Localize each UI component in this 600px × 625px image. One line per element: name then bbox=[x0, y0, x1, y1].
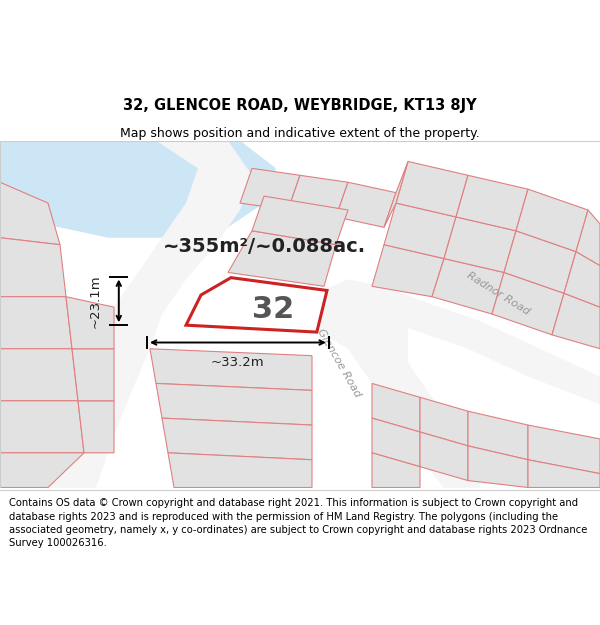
Text: Glencoe Road: Glencoe Road bbox=[316, 328, 362, 399]
Polygon shape bbox=[528, 425, 600, 474]
Polygon shape bbox=[150, 349, 312, 391]
Polygon shape bbox=[48, 141, 252, 488]
Polygon shape bbox=[252, 196, 348, 244]
Polygon shape bbox=[456, 175, 528, 231]
Text: 32, GLENCOE ROAD, WEYBRIDGE, KT13 8JY: 32, GLENCOE ROAD, WEYBRIDGE, KT13 8JY bbox=[123, 98, 477, 113]
Polygon shape bbox=[420, 432, 468, 481]
Text: ~33.2m: ~33.2m bbox=[211, 356, 265, 369]
Text: ~355m²/~0.088ac.: ~355m²/~0.088ac. bbox=[163, 237, 365, 256]
Polygon shape bbox=[0, 452, 84, 488]
Polygon shape bbox=[492, 272, 564, 335]
Polygon shape bbox=[384, 203, 456, 259]
Text: ~23.1m: ~23.1m bbox=[89, 274, 102, 328]
Polygon shape bbox=[156, 383, 312, 425]
Polygon shape bbox=[228, 231, 336, 286]
Polygon shape bbox=[468, 411, 528, 460]
Polygon shape bbox=[0, 297, 72, 349]
Polygon shape bbox=[516, 189, 588, 252]
Polygon shape bbox=[186, 278, 327, 332]
Polygon shape bbox=[162, 418, 312, 460]
Polygon shape bbox=[0, 401, 84, 452]
Polygon shape bbox=[552, 293, 600, 349]
Polygon shape bbox=[576, 210, 600, 266]
Polygon shape bbox=[372, 383, 420, 432]
Polygon shape bbox=[0, 141, 276, 238]
Text: Contains OS data © Crown copyright and database right 2021. This information is : Contains OS data © Crown copyright and d… bbox=[9, 499, 587, 548]
Polygon shape bbox=[312, 279, 600, 404]
Polygon shape bbox=[444, 217, 516, 272]
Polygon shape bbox=[432, 259, 504, 314]
Text: 32: 32 bbox=[252, 295, 294, 324]
Text: Radnor Road: Radnor Road bbox=[465, 270, 531, 317]
Polygon shape bbox=[288, 175, 348, 217]
Polygon shape bbox=[384, 161, 408, 228]
Polygon shape bbox=[168, 452, 312, 488]
Polygon shape bbox=[240, 168, 300, 210]
Polygon shape bbox=[372, 418, 420, 467]
Polygon shape bbox=[528, 460, 600, 488]
Polygon shape bbox=[72, 349, 114, 401]
Polygon shape bbox=[468, 446, 528, 488]
Polygon shape bbox=[372, 244, 444, 297]
Polygon shape bbox=[0, 349, 78, 401]
Polygon shape bbox=[420, 398, 468, 446]
Polygon shape bbox=[0, 182, 60, 244]
Polygon shape bbox=[336, 182, 396, 228]
Polygon shape bbox=[0, 238, 66, 297]
Polygon shape bbox=[396, 161, 468, 217]
Polygon shape bbox=[66, 297, 114, 349]
Polygon shape bbox=[312, 314, 480, 488]
Text: Map shows position and indicative extent of the property.: Map shows position and indicative extent… bbox=[120, 127, 480, 141]
Polygon shape bbox=[504, 231, 576, 293]
Polygon shape bbox=[372, 452, 420, 488]
Polygon shape bbox=[564, 252, 600, 307]
Polygon shape bbox=[78, 401, 114, 452]
